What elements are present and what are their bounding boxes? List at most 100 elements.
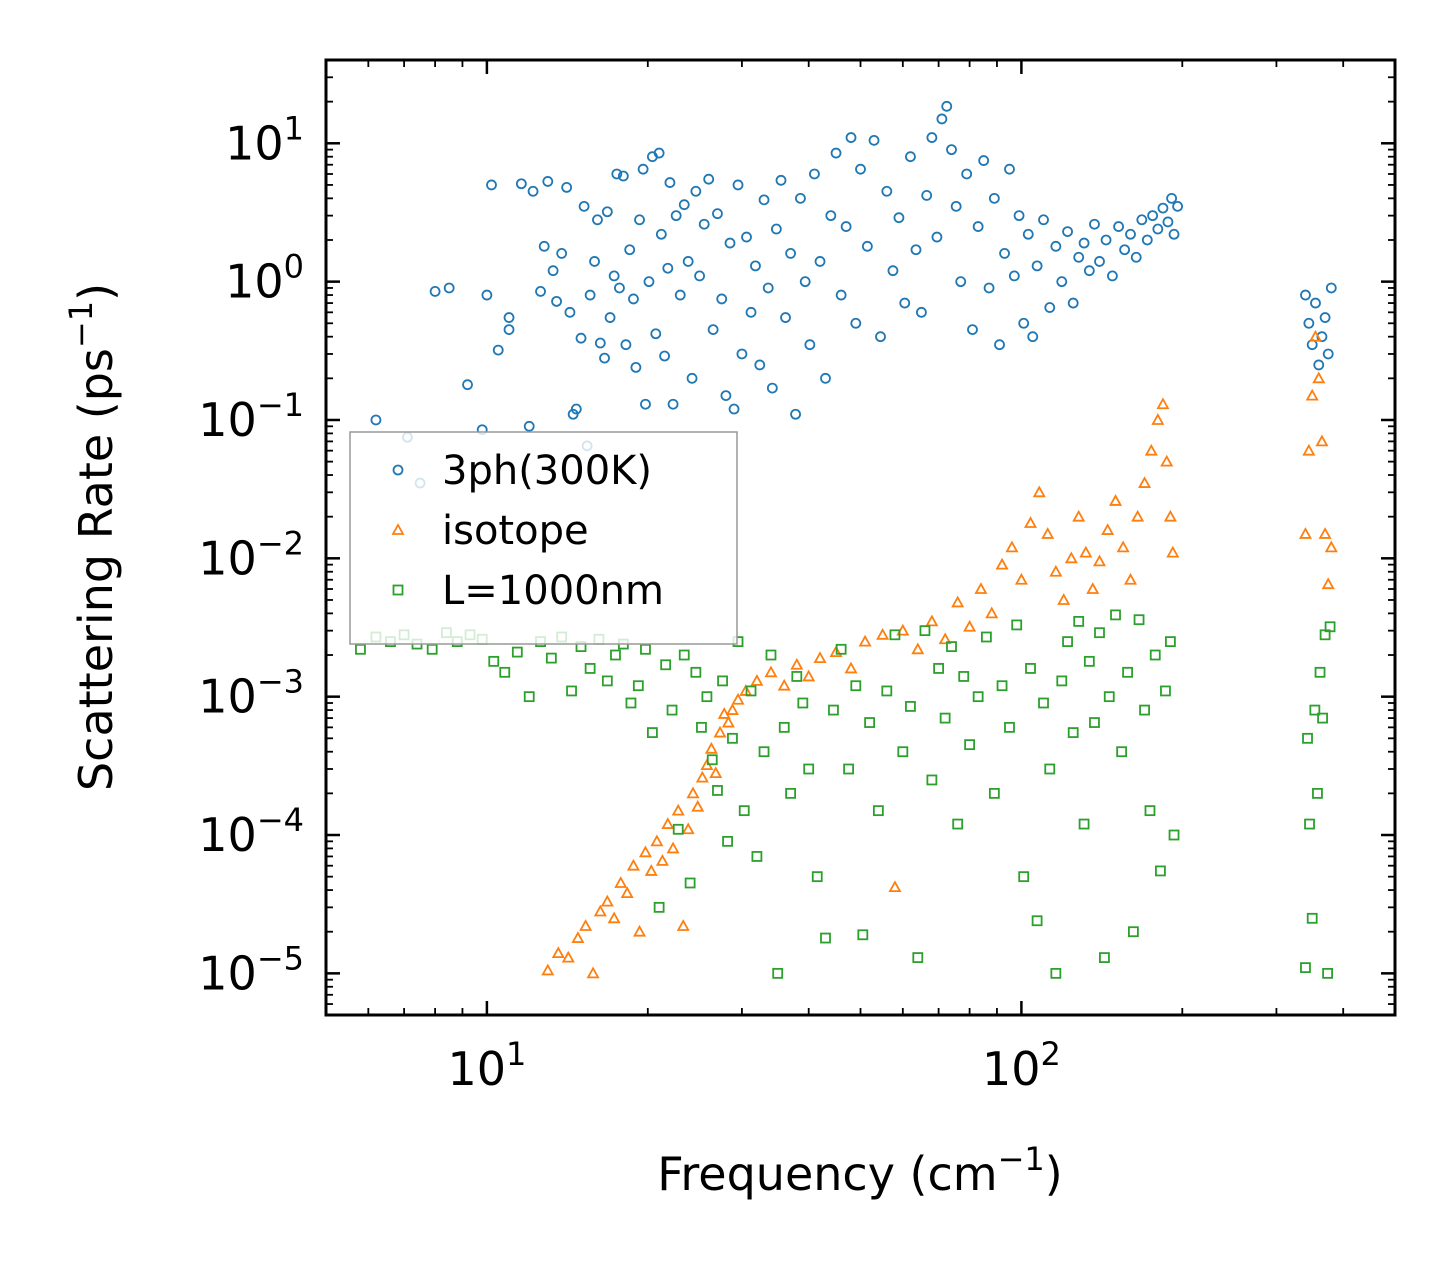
data-point-square [523,691,535,703]
data-point-square [797,697,809,709]
data-point-circle [1313,359,1325,371]
data-point-circle [1056,276,1068,288]
y-tick-label-base: 10 [198,531,257,585]
data-point-circle [599,352,610,364]
data-point-square [972,691,984,703]
data-point-triangle [1298,527,1313,539]
data-point-triangle [666,841,680,854]
data-point-triangle [1057,593,1071,605]
data-point-circle [670,210,682,222]
data-point-circle [370,414,382,426]
data-point-square [1300,962,1311,974]
data-point-square [1304,818,1315,830]
x-tick-label-base: 10 [982,1042,1041,1096]
data-point-square [738,805,750,817]
data-point-square [857,929,869,941]
data-point-circle [893,212,905,224]
data-point-circle [674,289,686,301]
legend-marker-square [392,584,404,596]
data-point-circle [850,317,862,329]
y-tick-label-exponent: −2 [257,524,304,562]
data-point-square [640,643,651,655]
data-point-circle [720,390,732,402]
data-point-square [933,663,945,674]
data-point-triangle [1131,509,1145,522]
data-point-square [939,712,951,724]
data-point-circle [835,289,847,301]
data-point-triangle [1312,371,1326,384]
data-point-triangle [938,632,952,645]
data-point-square [1314,666,1326,678]
data-point-triangle [731,692,745,705]
data-point-square [1062,636,1073,648]
data-point-circle [653,147,665,159]
data-point-circle [1038,214,1049,226]
data-point-square [426,643,438,655]
data-point-triangle [963,619,977,632]
data-point-square [1133,614,1145,626]
data-point-triangle [1123,572,1138,585]
data-point-square [905,701,916,712]
data-point-circle [1166,192,1178,204]
data-point-circle [594,337,606,349]
y-axis-title-suffix: ) [69,283,123,301]
data-point-square [610,649,621,661]
data-point-square [835,643,847,655]
data-point-square [828,704,839,716]
data-point-triangle [1049,564,1063,577]
data-point-square [1044,763,1056,775]
data-point-circle [814,256,826,267]
y-tick-label-base: 10 [225,255,284,309]
data-point-square [785,787,797,799]
legend-marker-circle [392,464,404,476]
data-point-triangle [1302,443,1316,456]
x-tick-label-base: 10 [447,1042,506,1096]
data-point-circle [515,178,527,190]
data-point-triangle [638,845,652,858]
data-point-square [1050,967,1062,979]
data-point-triangle [750,674,764,686]
data-point-square [696,721,707,733]
data-point-square [660,659,672,671]
data-point-circle [1018,317,1030,329]
y-tick-label: 10−5 [198,939,304,1000]
data-point-circle [1044,302,1056,313]
data-point-square [1067,727,1079,738]
data-point-square [1056,675,1068,687]
legend-label: isotope [442,508,589,554]
data-point-square [1103,691,1115,703]
data-point-square [678,649,690,661]
data-point-triangle [626,858,640,871]
data-point-circle [728,403,740,415]
data-point-triangle [676,919,690,931]
data-point-triangle [1064,551,1078,564]
data-point-square [772,967,784,979]
data-point-circle [682,256,694,267]
data-point-triangle [1144,443,1158,456]
y-tick-label: 10−2 [198,524,304,585]
data-point-circle [664,177,676,188]
data-point-circle [620,339,632,351]
data-point-square [1078,818,1090,830]
data-point-circle [611,168,623,180]
series-isotope [541,329,1338,979]
data-point-circle [950,200,962,212]
data-point-square [958,671,970,682]
data-point-circle [601,206,613,218]
data-point-square [1018,871,1030,883]
y-tick-label: 10−3 [198,663,304,724]
data-point-circle [1125,228,1136,240]
x-axis-title: Frequency (cm−1) [657,1140,1062,1201]
data-point-square [1004,721,1015,733]
data-point-circle [547,265,559,277]
data-point-square [980,631,992,643]
data-point-circle [707,324,719,336]
data-point-square [722,835,733,847]
data-point-circle [905,151,916,163]
data-point-triangle [1116,540,1130,553]
data-point-square [701,691,713,703]
data-point-triangle [844,661,858,674]
data-point-triangle [713,725,727,738]
data-point-circle [486,179,497,191]
data-point-square [1317,712,1328,724]
